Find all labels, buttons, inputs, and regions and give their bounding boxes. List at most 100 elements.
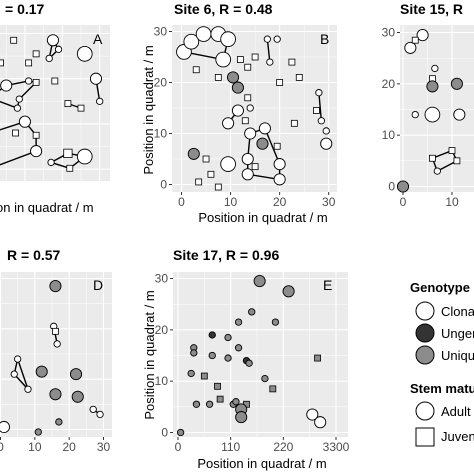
stem-point [214, 382, 221, 390]
stem-point [0, 59, 4, 67]
stem-point [192, 400, 201, 408]
panel-a-x-label: on in quadrat / m [0, 200, 94, 215]
stem-point [426, 80, 439, 93]
panel-d-points [0, 279, 104, 436]
legend-juvenile-swatch [415, 427, 435, 447]
stem-point [453, 157, 461, 165]
stem-point [246, 104, 254, 112]
y-tick-label: 30 [155, 272, 169, 286]
clone-link [318, 92, 323, 121]
legend-juvenile-label: Juvenil [441, 429, 474, 444]
x-tick-label: 0 [400, 195, 407, 209]
x-tick-label: 0 [175, 440, 182, 454]
panel-e-title: Site 17, R = 0.96 [173, 247, 279, 263]
legend-ungenotyped-label: Ungen [441, 326, 474, 341]
y-tick-label: 30 [382, 26, 396, 40]
panel-e-ticks: 0 110 220 3300 0 10 20 30 [155, 272, 350, 455]
stem-point [295, 74, 303, 81]
stem-point [64, 100, 72, 108]
panel-b-letter: B [320, 31, 329, 47]
stem-point [306, 408, 319, 421]
stem-point [96, 97, 104, 106]
stem-point [25, 59, 33, 67]
stem-point [192, 66, 200, 74]
stem-point [187, 369, 195, 378]
stem-point [411, 36, 419, 44]
x-tick-label: 10 [224, 195, 238, 209]
stem-point [315, 89, 323, 97]
stem-point [208, 331, 216, 339]
stem-point [450, 77, 463, 90]
panel-d-gridlines [0, 272, 112, 437]
stem-point [35, 365, 48, 378]
stem-point [49, 279, 62, 293]
stem-point [424, 106, 441, 123]
stem-point [222, 117, 235, 130]
stem-point [251, 163, 259, 171]
stem-point [69, 368, 83, 381]
x-tick-label: 220 [273, 440, 293, 454]
y-tick-label: 30 [154, 25, 168, 39]
stem-point [244, 94, 252, 102]
stem-point [273, 142, 281, 150]
stem-point [288, 58, 296, 66]
panel-d-ticks: 0 10 20 30 [0, 437, 110, 454]
x-tick-label: 0 [178, 195, 185, 209]
stem-point [63, 148, 73, 158]
panel-c-title: Site 15, R [400, 1, 463, 17]
stem-point [10, 370, 18, 378]
panel-a-title: = 0.17 [5, 1, 45, 17]
panel-e-letter: E [323, 277, 332, 293]
panel-e-y-label: Position in quadrat / m [142, 290, 157, 419]
stem-point [215, 51, 232, 68]
stem-point [244, 63, 252, 71]
stem-point [208, 351, 216, 360]
legend-maturity-title: Stem matur [410, 381, 474, 396]
stem-point [236, 56, 244, 63]
panel-b-x-label: Position in quadrat / m [198, 210, 327, 225]
panel-b-title: Site 6, R = 0.48 [174, 1, 273, 17]
stem-point [24, 385, 32, 393]
stem-point [251, 53, 259, 61]
x-tick-label: 30 [97, 440, 111, 454]
x-tick-label: 20 [62, 440, 76, 454]
y-tick-label: 20 [382, 77, 396, 91]
stem-point [269, 385, 277, 393]
stem-point [66, 164, 74, 172]
panel-d: R = 0.57 0 10 20 30 D [0, 247, 112, 454]
stem-point [18, 115, 31, 128]
y-tick-label: 0 [161, 426, 168, 440]
stem-point [76, 148, 93, 165]
stem-point [51, 77, 59, 85]
stem-point [15, 95, 23, 103]
stem-point [195, 26, 212, 42]
stem-point [416, 29, 429, 42]
stem-point [431, 64, 439, 73]
stem-point [77, 104, 85, 112]
y-tick-label: 0 [388, 180, 395, 194]
stem-point [317, 117, 325, 125]
x-tick-label: 30 [322, 195, 336, 209]
legend-adult-label: Adult [441, 404, 471, 419]
panel-a-points [0, 34, 104, 172]
stem-point [282, 285, 295, 298]
stem-point [314, 416, 327, 429]
stem-point [411, 110, 419, 119]
stem-point [234, 318, 243, 326]
stem-point [258, 122, 271, 135]
stem-point [96, 410, 104, 419]
stem-point [271, 318, 280, 326]
clone-link [266, 39, 271, 63]
stem-point [46, 34, 60, 47]
stem-point [453, 108, 466, 121]
y-tick-label: 10 [154, 127, 168, 141]
legend-adult-swatch [415, 401, 435, 421]
stem-point [320, 137, 333, 150]
panel-b: Site 6, R = 0.48 0 10 20 30 0 10 20 30 B Positi… [141, 1, 337, 225]
stem-point [176, 428, 185, 437]
stem-point [253, 275, 266, 288]
legend-clonal-swatch [415, 301, 435, 321]
stem-point [0, 79, 13, 92]
stem-point [232, 398, 240, 406]
